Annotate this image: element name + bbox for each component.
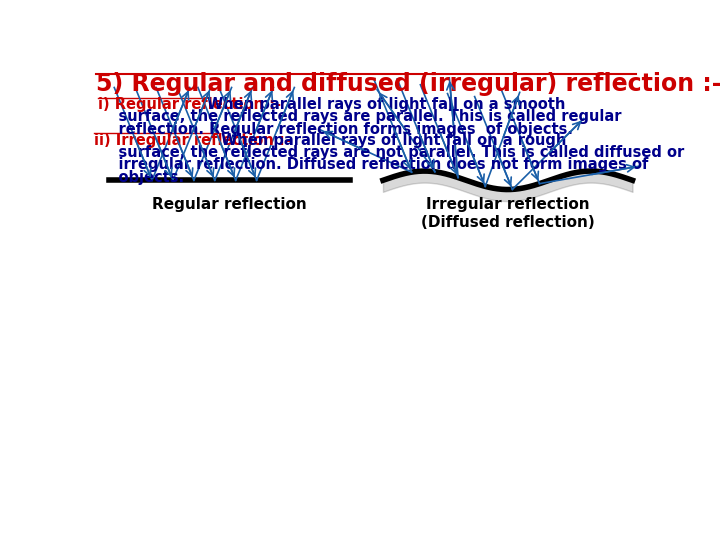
Text: When parallel rays of light fall on a rough: When parallel rays of light fall on a ro… <box>216 132 567 147</box>
Text: Irregular reflection
(Diffused reflection): Irregular reflection (Diffused reflectio… <box>421 197 595 230</box>
Text: i) Regular reflection :-: i) Regular reflection :- <box>98 97 281 112</box>
Text: objects.: objects. <box>98 170 184 185</box>
Text: 5) Regular and diffused (irregular) reflection :-: 5) Regular and diffused (irregular) refl… <box>96 72 720 97</box>
Text: Regular reflection: Regular reflection <box>152 197 307 212</box>
Text: irregular reflection. Diffused reflection does not form images of: irregular reflection. Diffused reflectio… <box>98 157 648 172</box>
Text: surface, the reflected rays are not parallel. This is called diffused or: surface, the reflected rays are not para… <box>98 145 684 160</box>
Text: ii) Irregular reflection :-: ii) Irregular reflection :- <box>94 132 291 147</box>
Text: surface, the reflected rays are parallel. This is called regular: surface, the reflected rays are parallel… <box>98 110 621 124</box>
Text: reflection. Regular reflection forms images  of objects.: reflection. Regular reflection forms ima… <box>98 122 572 137</box>
Text: When parallel rays of light fall on a smooth: When parallel rays of light fall on a sm… <box>202 97 566 112</box>
